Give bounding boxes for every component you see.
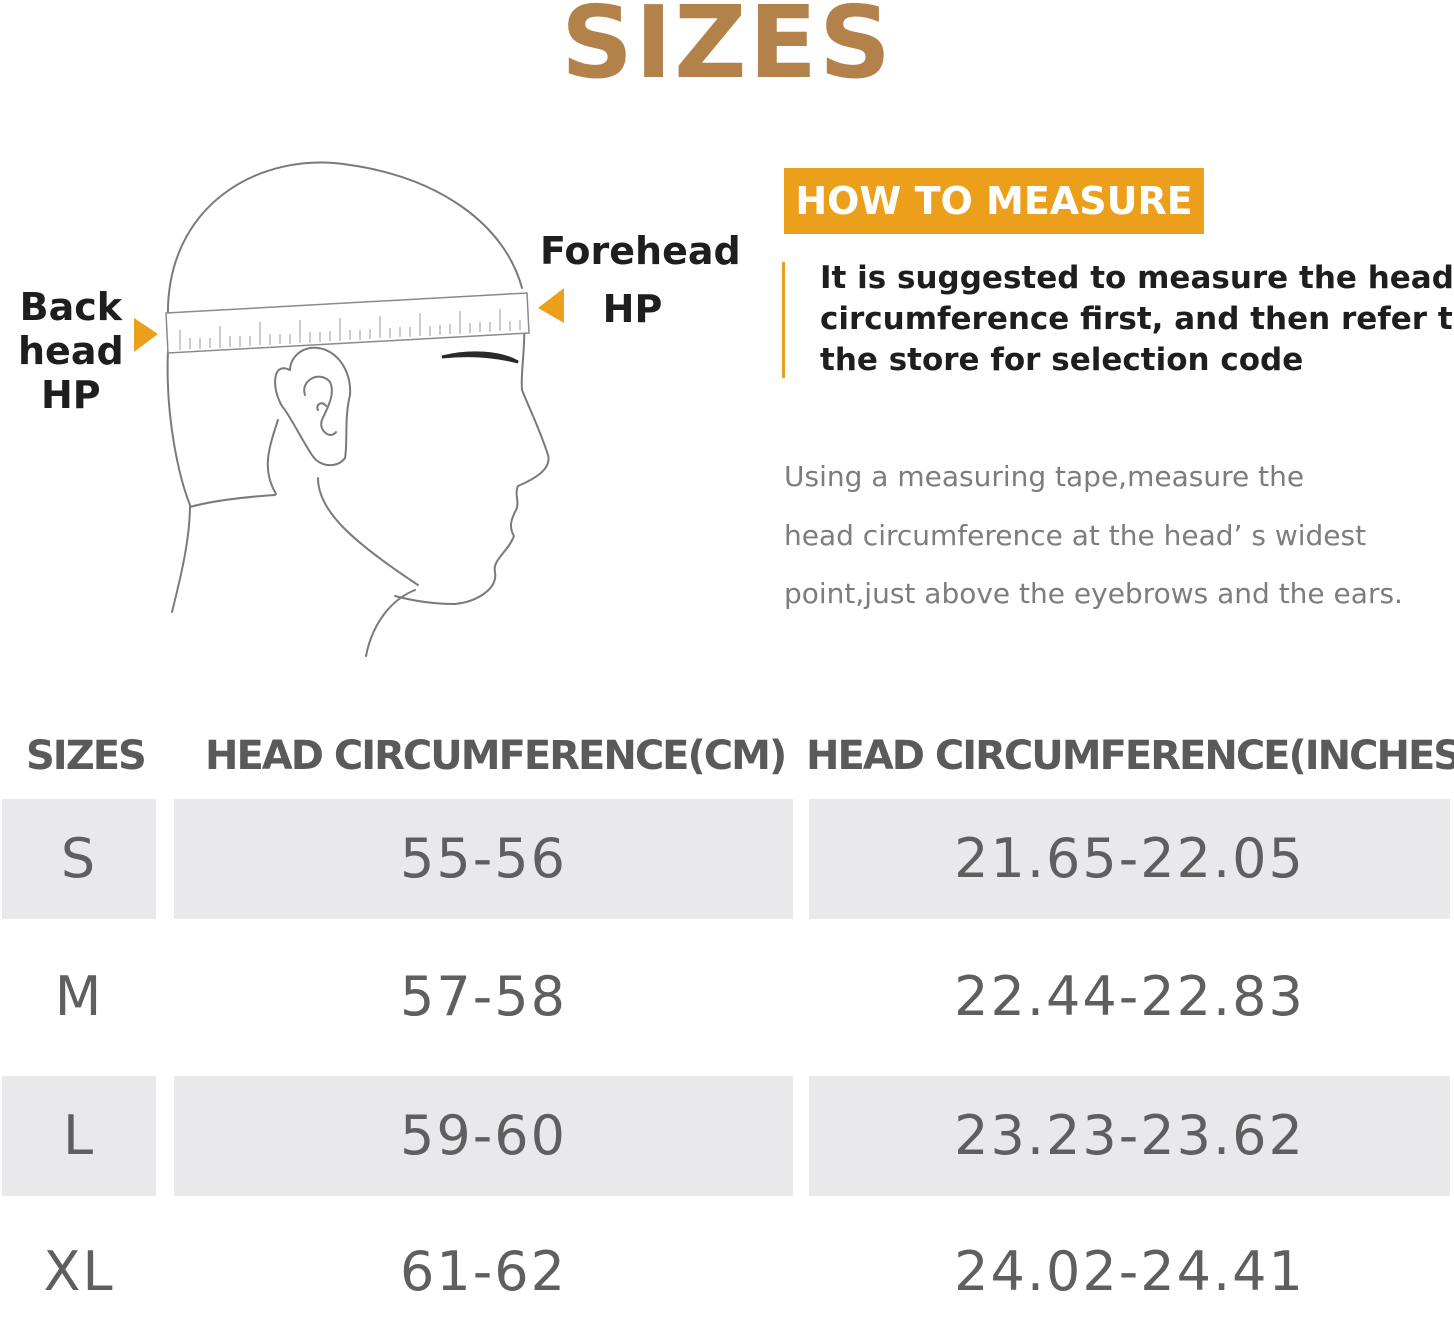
measure-description: Using a measuring tape,measure the head … [784,460,1403,610]
table-cell-cm: 61-62 [400,1240,567,1303]
forehead-label: Forehead HP [540,229,741,331]
face-profile [394,299,550,605]
header-cm: HEAD CIRCUMFERENCE(CM) [205,733,787,779]
table-cell-inches: 22.44-22.83 [954,965,1305,1028]
back-head-label: Back head HP [18,285,124,417]
head-measurement-illustration [134,161,564,657]
table-cell-inches: 21.65-22.05 [809,799,1450,919]
back-arrow-icon [134,318,158,352]
table-cell-size: XL [43,1240,115,1303]
head-outline [166,161,523,319]
neck-back [166,349,191,613]
table-cell-cm: 59-60 [174,1076,793,1196]
eyebrow [441,351,519,364]
table-cell-cm: 57-58 [400,965,567,1028]
how-to-measure-badge: HOW TO MEASURE [784,168,1204,234]
measuring-tape [165,292,530,354]
suggestion-accent-bar [782,262,785,378]
header-sizes: SIZES [26,733,147,779]
table-cell-size: L [2,1076,156,1196]
table-cell-cm: 55-56 [174,799,793,919]
suggestion-text: It is suggested to measure the head circ… [820,260,1454,378]
table-cell-size: S [2,799,156,919]
ear [274,346,352,467]
table-cell-inches: 23.23-23.62 [809,1076,1450,1196]
table-cell-size: M [54,965,104,1028]
forehead-arrow-icon [538,288,564,323]
table-cell-inches: 24.02-24.41 [954,1240,1305,1303]
page-title: SIZES [560,0,894,101]
header-inches: HEAD CIRCUMFERENCE(INCHES) [806,733,1454,779]
